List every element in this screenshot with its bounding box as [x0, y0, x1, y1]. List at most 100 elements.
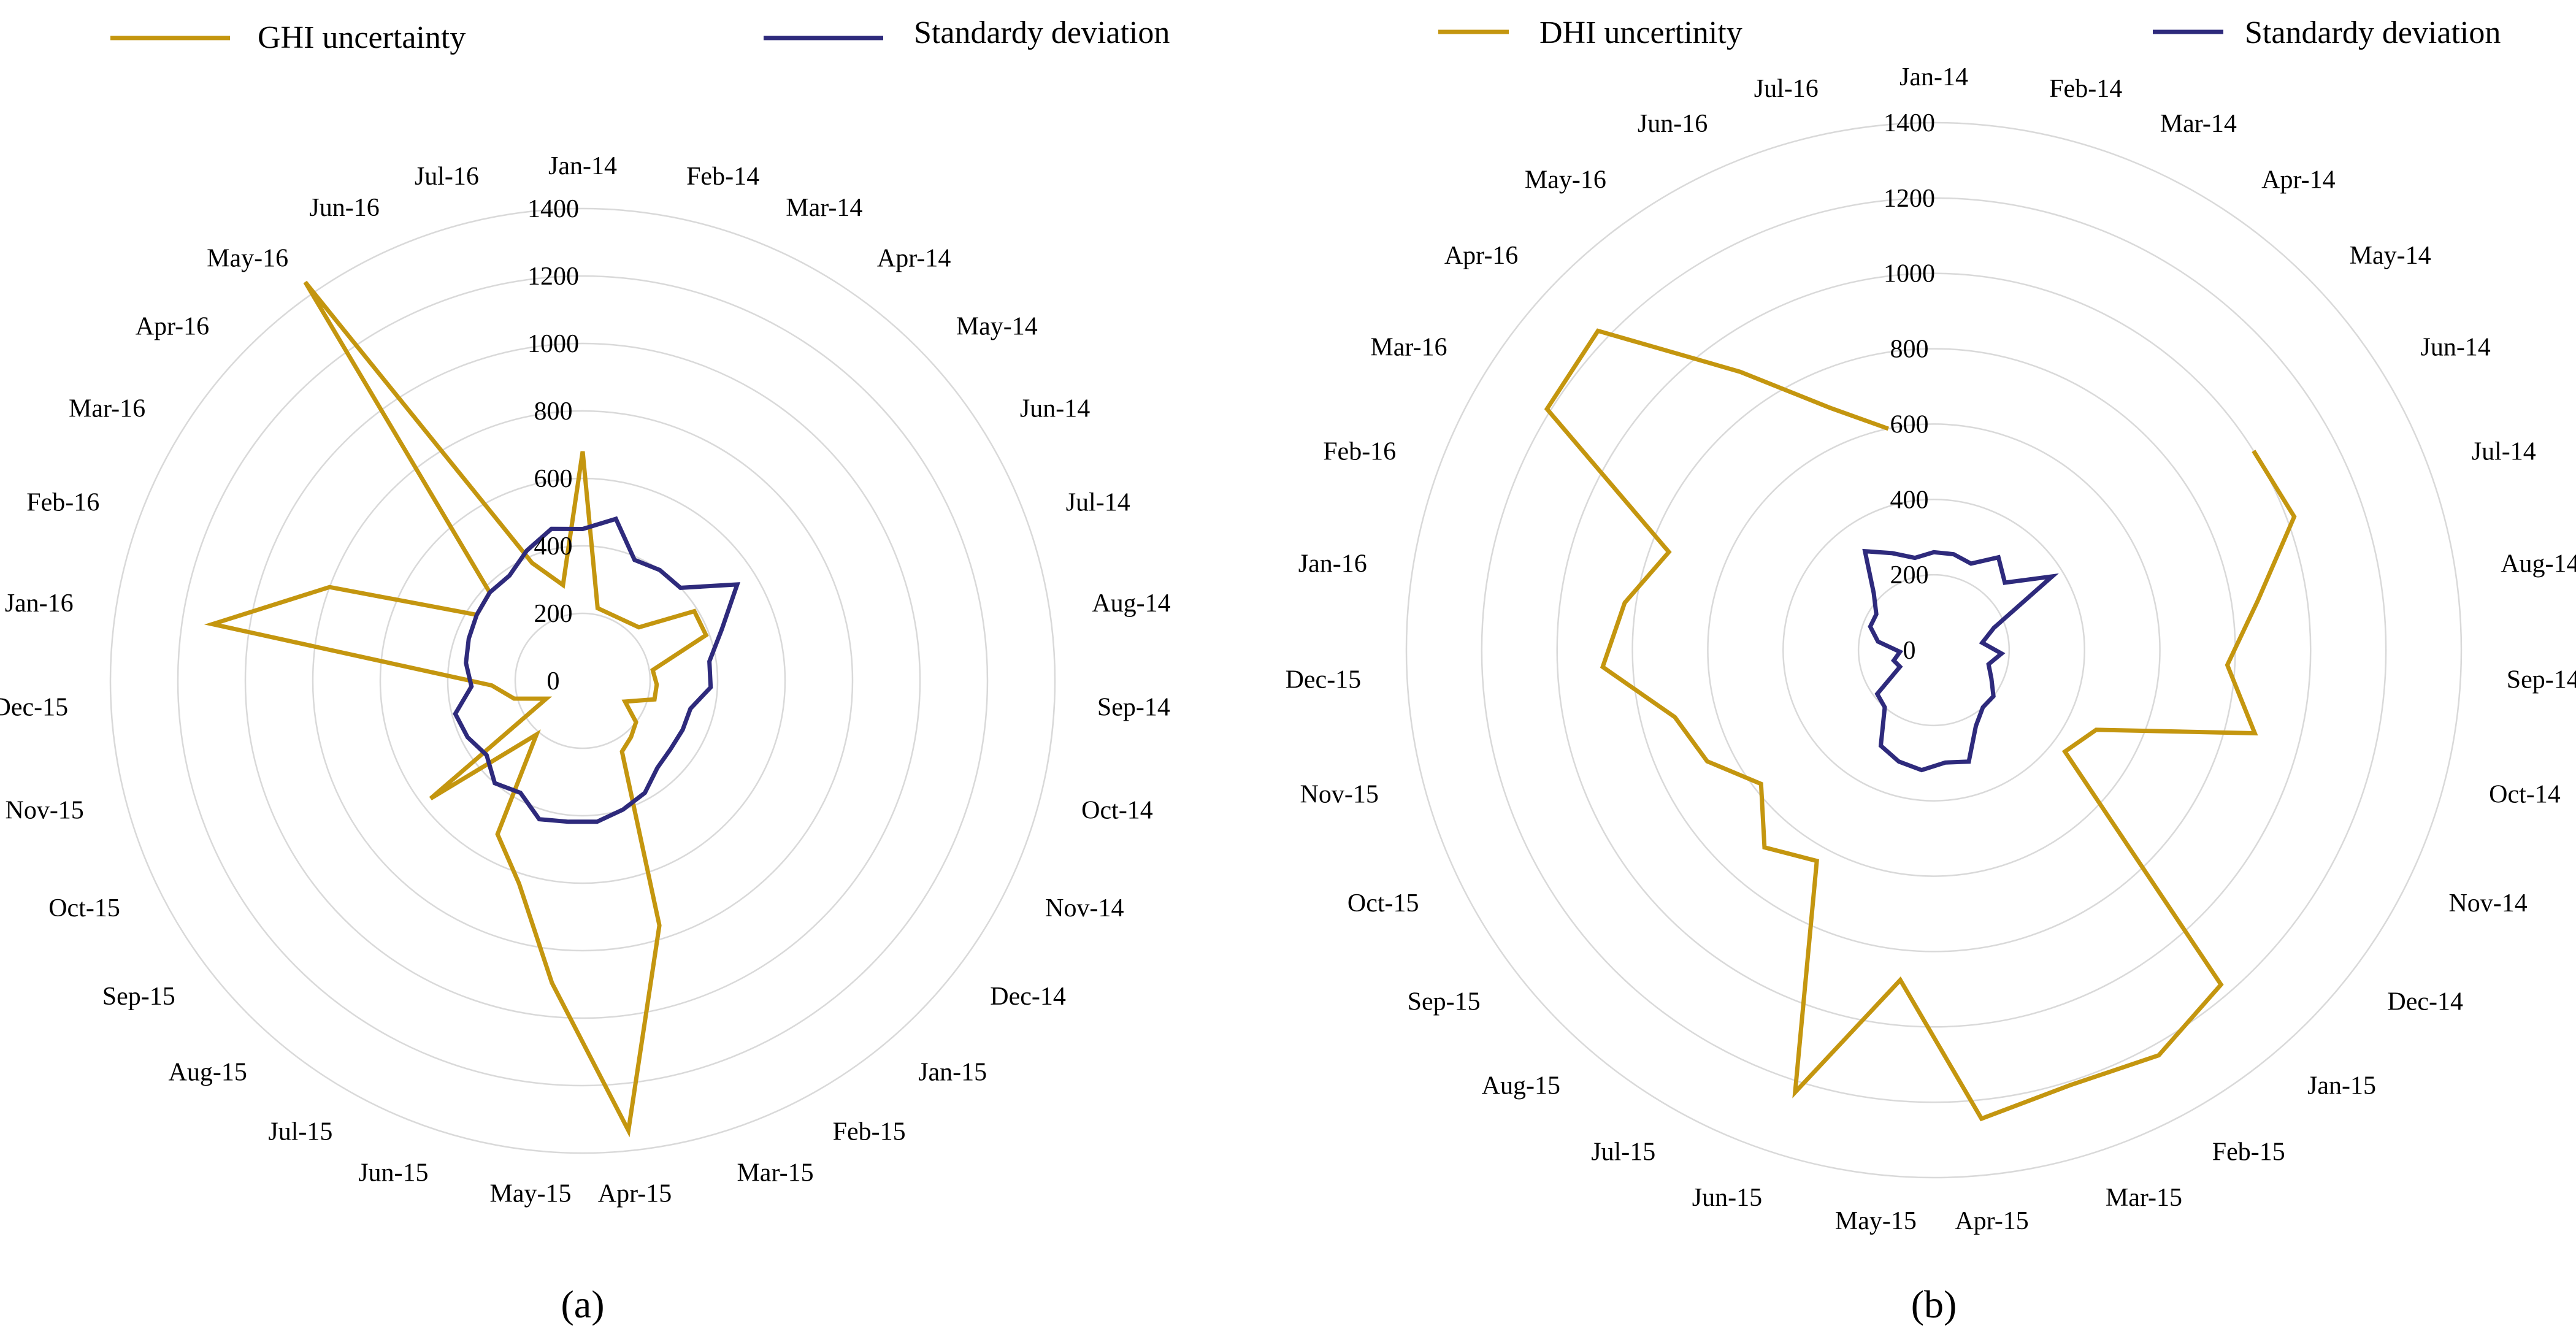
- grid-ring-600: [1707, 423, 2161, 877]
- legend-b-label-dhi: DHI uncertinity: [1539, 15, 1742, 50]
- category-label: Apr-15: [598, 1180, 672, 1208]
- category-label: Oct-15: [1347, 889, 1419, 918]
- category-label: Jun-14: [2420, 333, 2490, 361]
- category-label: Aug-15: [1482, 1071, 1560, 1100]
- category-label: Nov-15: [5, 797, 83, 825]
- grid-ring-1200: [177, 275, 989, 1087]
- radar-b-categories: Jan-14 Feb-14 Mar-14 Apr-14 May-14 Jun-14 Jul-…: [1286, 63, 2576, 1235]
- grid-ring-200: [514, 612, 651, 749]
- category-label: Jun-14: [1020, 395, 1090, 423]
- series-line-uncertainty: [1544, 328, 2297, 1122]
- legend-a-label-sd: Standardy deviation: [914, 15, 1170, 50]
- radar-a-categories: Jan-14 Feb-14 Mar-14 Apr-14 May-14 Jun-14 Jul-…: [0, 152, 1171, 1208]
- legend-a: GHI uncertainty Standardy deviation: [110, 15, 1170, 55]
- category-label: May-16: [1525, 166, 1606, 194]
- radar-a-series: [204, 280, 741, 1138]
- category-label: Jul-14: [1066, 488, 1130, 516]
- category-label: Apr-14: [2261, 166, 2335, 194]
- category-label: Jan-14: [548, 152, 617, 180]
- tick-label-200: 200: [1890, 561, 1929, 589]
- category-label: Apr-14: [877, 245, 951, 273]
- radar-b-series: [1544, 328, 2297, 1122]
- series-line-std-dev: [1862, 548, 2059, 773]
- category-label: Jul-14: [2472, 437, 2536, 466]
- category-label: Nov-14: [1045, 894, 1124, 922]
- grid-ring-400: [1782, 499, 2085, 802]
- category-label: Oct-15: [48, 894, 120, 922]
- category-label: Jun-16: [309, 194, 379, 222]
- tick-label-200: 200: [534, 600, 573, 628]
- category-label: Jul-16: [1754, 75, 1819, 103]
- category-label: Oct-14: [1081, 797, 1153, 825]
- category-label: Jun-15: [1692, 1184, 1762, 1212]
- chart-a: GHI uncertainty Standardy deviation 0 200…: [0, 15, 1171, 1326]
- category-label: Aug-14: [1092, 589, 1170, 618]
- radar-b-ticks: 0 200 400 600 800 1000 1200 1400: [1884, 109, 1935, 665]
- category-label: Jan-15: [2307, 1071, 2376, 1100]
- category-label: Nov-15: [1300, 780, 1379, 808]
- grid-ring-1400: [109, 207, 1056, 1154]
- category-label: Jan-16: [5, 589, 74, 618]
- category-label: Dec-15: [0, 694, 68, 722]
- category-label: Jul-15: [268, 1117, 332, 1146]
- category-label: Jun-16: [1638, 110, 1708, 138]
- tick-label-1000: 1000: [527, 330, 579, 358]
- category-label: May-14: [956, 312, 1038, 340]
- grid-ring-1000: [244, 342, 921, 1019]
- tick-label-0: 0: [1903, 637, 1916, 665]
- caption-b: (b): [1911, 1282, 1957, 1326]
- category-label: Jan-16: [1298, 550, 1367, 578]
- tick-label-400: 400: [534, 532, 573, 561]
- tick-label-1400: 1400: [527, 195, 579, 223]
- category-label: Sep-15: [1408, 987, 1481, 1016]
- category-label: Mar-16: [1370, 333, 1447, 361]
- grid-ring-800: [1631, 348, 2236, 953]
- category-label: Jul-15: [1591, 1138, 1655, 1167]
- grid-ring-600: [379, 477, 786, 884]
- legend-b-label-sd: Standardy deviation: [2245, 15, 2501, 50]
- category-label: Dec-14: [2387, 987, 2463, 1016]
- category-label: Mar-14: [2160, 110, 2237, 138]
- grid-ring-200: [1857, 573, 2011, 727]
- tick-label-400: 400: [1890, 486, 1929, 514]
- category-label: Mar-14: [786, 194, 862, 222]
- grid-ring-1400: [1405, 121, 2463, 1179]
- grid-ring-1200: [1481, 197, 2387, 1103]
- tick-label-1000: 1000: [1884, 260, 1935, 288]
- category-label: May-15: [490, 1180, 572, 1208]
- tick-label-800: 800: [1890, 335, 1929, 364]
- category-label: Aug-14: [2501, 550, 2576, 578]
- series-line-uncertainty: [204, 280, 709, 1138]
- category-label: Nov-14: [2448, 889, 2527, 918]
- category-label: Sep-14: [1097, 694, 1170, 722]
- tick-label-1400: 1400: [1884, 109, 1935, 137]
- series-line-std-dev: [453, 516, 741, 824]
- category-label: Apr-16: [1444, 242, 1518, 270]
- tick-label-1200: 1200: [527, 263, 579, 291]
- category-label: Apr-16: [136, 312, 209, 340]
- category-label: Oct-14: [2489, 780, 2561, 808]
- category-label: Dec-15: [1286, 665, 1362, 694]
- category-label: Feb-16: [26, 488, 99, 516]
- category-label: Aug-15: [169, 1058, 247, 1086]
- grid-ring-400: [447, 545, 719, 817]
- category-label: May-16: [207, 245, 288, 273]
- category-label: May-14: [2350, 242, 2431, 270]
- tick-label-800: 800: [534, 397, 573, 426]
- radar-b-grid: [1405, 121, 2463, 1179]
- category-label: Dec-14: [990, 983, 1066, 1011]
- tick-label-1200: 1200: [1884, 185, 1935, 213]
- legend-b: DHI uncertinity Standardy deviation: [1438, 15, 2501, 50]
- category-label: Jan-14: [1899, 63, 1968, 91]
- grid-ring-800: [312, 410, 854, 952]
- category-label: May-15: [1835, 1207, 1917, 1235]
- category-label: Mar-15: [2106, 1184, 2182, 1212]
- caption-a: (a): [561, 1282, 604, 1326]
- category-label: Feb-14: [2049, 75, 2122, 103]
- category-label: Feb-15: [2212, 1138, 2285, 1167]
- category-label: Jan-15: [918, 1058, 987, 1086]
- category-label: Sep-14: [2507, 665, 2576, 694]
- category-label: Feb-14: [686, 163, 759, 191]
- tick-label-600: 600: [534, 465, 573, 493]
